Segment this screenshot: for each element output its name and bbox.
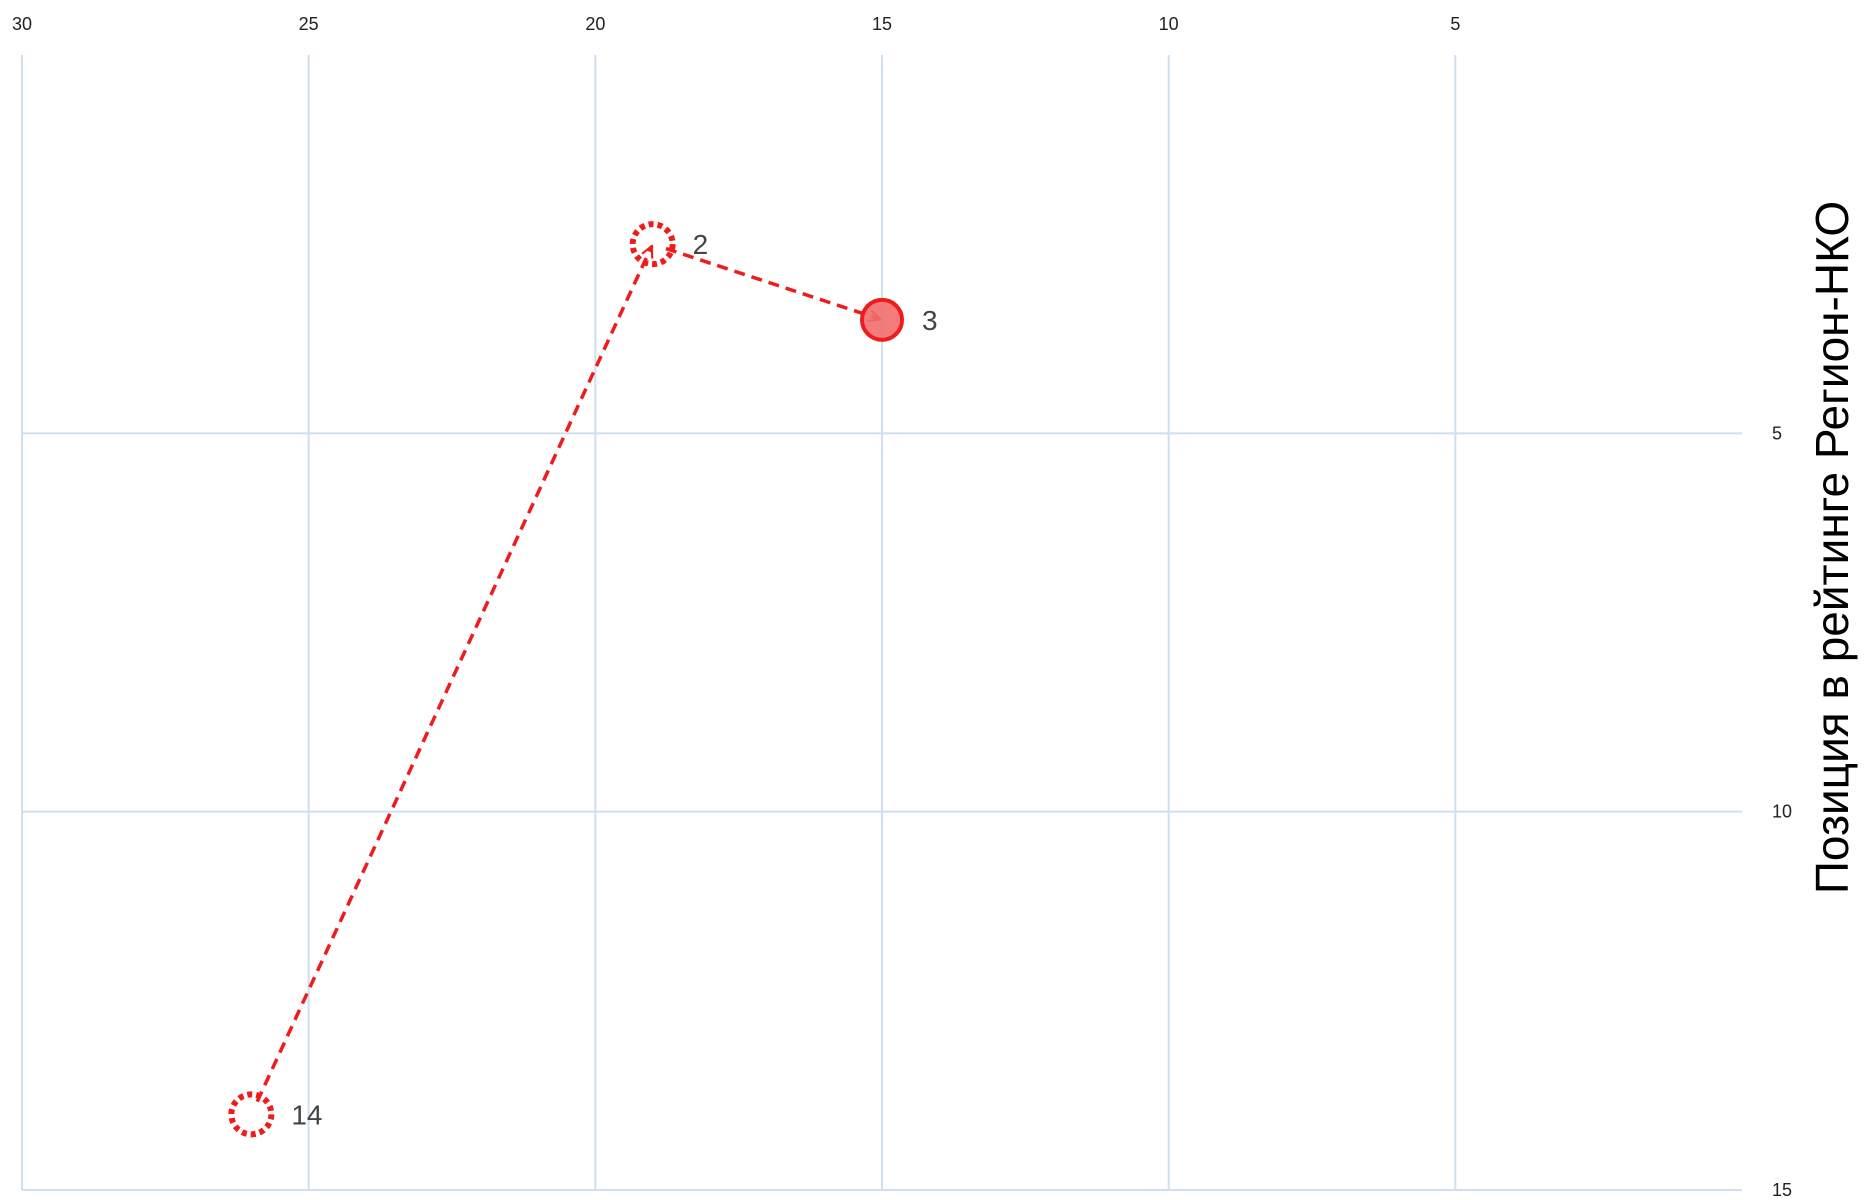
point-label: 3 (922, 305, 938, 336)
x-tick-label: 25 (299, 14, 319, 34)
data-point (860, 297, 904, 342)
trajectory (255, 246, 880, 1103)
trajectory-arrow (255, 246, 654, 1103)
x-tick-label: 15 (872, 14, 892, 34)
x-tick-label: 30 (12, 14, 32, 34)
grid (21, 55, 1742, 1191)
x-tick-label: 5 (1450, 14, 1460, 34)
tick-labels: 30 25 20 15 10 5 5 10 15 (12, 14, 1792, 1200)
y-tick-label: 5 (1772, 423, 1782, 443)
point-label: 2 (693, 229, 709, 260)
y-tick-label: 15 (1772, 1180, 1792, 1200)
x-tick-label: 20 (585, 14, 605, 34)
y-axis-title: Позиция в рейтинге Регион-НКО (1806, 201, 1858, 894)
point-labels: 14 2 3 (291, 229, 937, 1130)
data-point (228, 1091, 275, 1138)
trajectory-arrow (665, 246, 880, 320)
data-points (228, 221, 904, 1138)
data-point (629, 221, 676, 268)
point-label: 14 (291, 1099, 322, 1130)
x-tick-label: 10 (1159, 14, 1179, 34)
y-tick-label: 10 (1772, 802, 1792, 822)
